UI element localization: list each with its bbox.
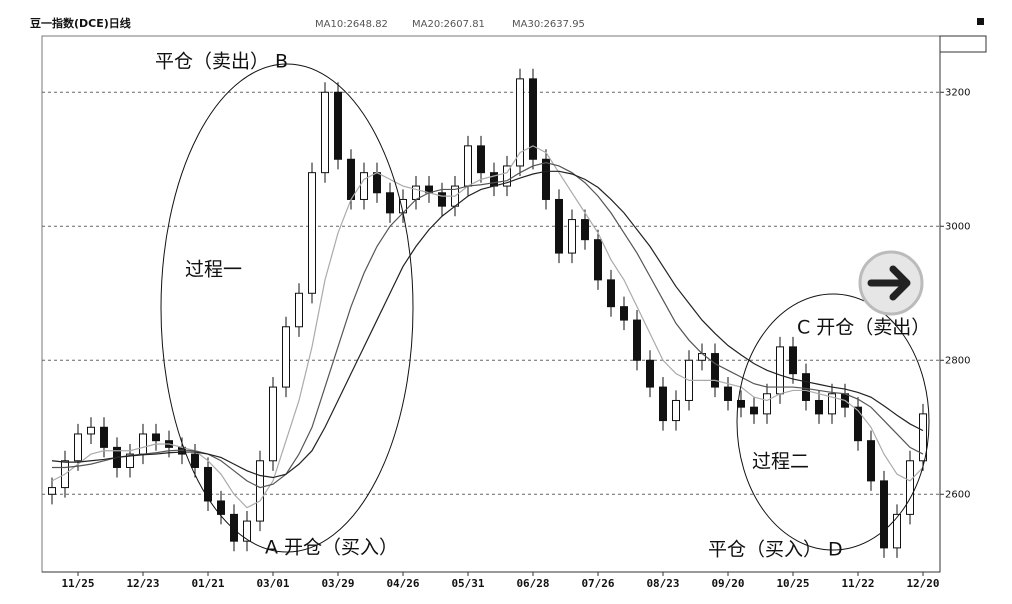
- candle-body: [139, 433, 147, 455]
- candle-body: [308, 172, 316, 294]
- candle-body: [568, 219, 576, 254]
- candle-body: [529, 78, 537, 160]
- candle-body: [256, 460, 264, 522]
- candle-body: [854, 406, 862, 442]
- ma-label: MA30:2637.95: [512, 19, 585, 30]
- candle-body: [919, 413, 927, 462]
- x-tick-label: 01/21: [191, 577, 224, 590]
- candle-body: [893, 513, 901, 549]
- candle-body: [243, 520, 251, 542]
- annotation: A 开仓（买入）: [265, 537, 398, 559]
- candle-body: [555, 198, 563, 254]
- candle-body: [633, 319, 641, 361]
- candle-body: [373, 172, 381, 194]
- x-tick-label: 11/22: [841, 577, 874, 590]
- annotation: 平仓（买入） D: [708, 539, 843, 561]
- ellipse: [160, 63, 414, 553]
- y-tick-label: 2600: [945, 489, 970, 500]
- x-tick-label: 07/26: [581, 577, 614, 590]
- x-tick-label: 12/23: [126, 577, 159, 590]
- x-tick-label: 11/25: [61, 577, 94, 590]
- candle-body: [906, 460, 914, 515]
- candle-body: [87, 426, 95, 435]
- y-tick-label: 2800: [945, 355, 970, 366]
- x-tick-label: 04/26: [386, 577, 419, 590]
- candle-body: [126, 453, 134, 468]
- candle-body: [74, 433, 82, 462]
- nav-button[interactable]: [858, 250, 924, 316]
- candle-body: [412, 185, 420, 200]
- annotation: 平仓（卖出） B: [155, 51, 288, 73]
- candle-body: [620, 306, 628, 321]
- candle-body: [269, 386, 277, 462]
- x-tick-label: 03/01: [256, 577, 289, 590]
- candle-body: [815, 399, 823, 415]
- corner-icon: [977, 18, 984, 25]
- candle-body: [48, 487, 56, 495]
- candle-body: [542, 158, 550, 200]
- candle-body: [880, 480, 888, 549]
- ellipse: [736, 293, 930, 551]
- candle-body: [191, 453, 199, 468]
- candle-body: [711, 353, 719, 388]
- chart-title: 豆一指数(DCE)日线: [30, 16, 131, 30]
- candle-body: [581, 219, 589, 241]
- nav-arrow: [867, 265, 911, 301]
- candle-body: [724, 386, 732, 401]
- candle-body: [360, 172, 368, 200]
- y-tick-label: 3200: [945, 87, 970, 98]
- annotation: 过程一: [185, 259, 242, 281]
- ma-label: MA20:2607.81: [412, 19, 485, 30]
- candle-body: [672, 399, 680, 422]
- candle-body: [295, 292, 303, 328]
- candle-body: [828, 393, 836, 415]
- candle-body: [477, 145, 485, 174]
- candle-body: [646, 359, 654, 388]
- candle-body: [594, 239, 602, 281]
- candle-body: [503, 165, 511, 187]
- candle-body: [334, 91, 342, 160]
- candle-body: [230, 513, 238, 542]
- candle-body: [282, 326, 290, 388]
- x-tick-label: 06/28: [516, 577, 549, 590]
- candle-body: [607, 279, 615, 308]
- x-tick-label: 09/20: [711, 577, 744, 590]
- plot-frame: [41, 35, 941, 573]
- candle-body: [698, 353, 706, 361]
- candle-body: [347, 158, 355, 200]
- x-tick-label: 08/23: [646, 577, 679, 590]
- annotation: C 开仓（卖出）: [797, 317, 930, 339]
- candle-body: [789, 346, 797, 375]
- y-tick-label: 3000: [945, 221, 970, 232]
- candle-body: [659, 386, 667, 422]
- candle-body: [321, 91, 329, 174]
- candle-body: [152, 433, 160, 442]
- x-tick-label: 10/25: [776, 577, 809, 590]
- candle-body: [204, 466, 212, 502]
- ma-line: [52, 161, 924, 489]
- annotation: 过程二: [752, 451, 809, 473]
- candle-body: [464, 145, 472, 187]
- candle-body: [802, 373, 810, 401]
- candle-body: [100, 426, 108, 448]
- candle-body: [867, 440, 875, 482]
- x-tick-label: 03/29: [321, 577, 354, 590]
- candle-body: [490, 172, 498, 187]
- x-tick-label: 05/31: [451, 577, 484, 590]
- ma-label: MA10:2648.82: [315, 19, 388, 30]
- candle-body: [763, 393, 771, 415]
- candle-body: [217, 500, 225, 515]
- candle-body: [516, 78, 524, 167]
- x-tick-label: 12/20: [906, 577, 939, 590]
- candle-body: [438, 192, 446, 207]
- axis-box: [939, 35, 987, 53]
- candle-body: [386, 192, 394, 214]
- candle-body: [750, 406, 758, 415]
- ma-line: [51, 170, 924, 479]
